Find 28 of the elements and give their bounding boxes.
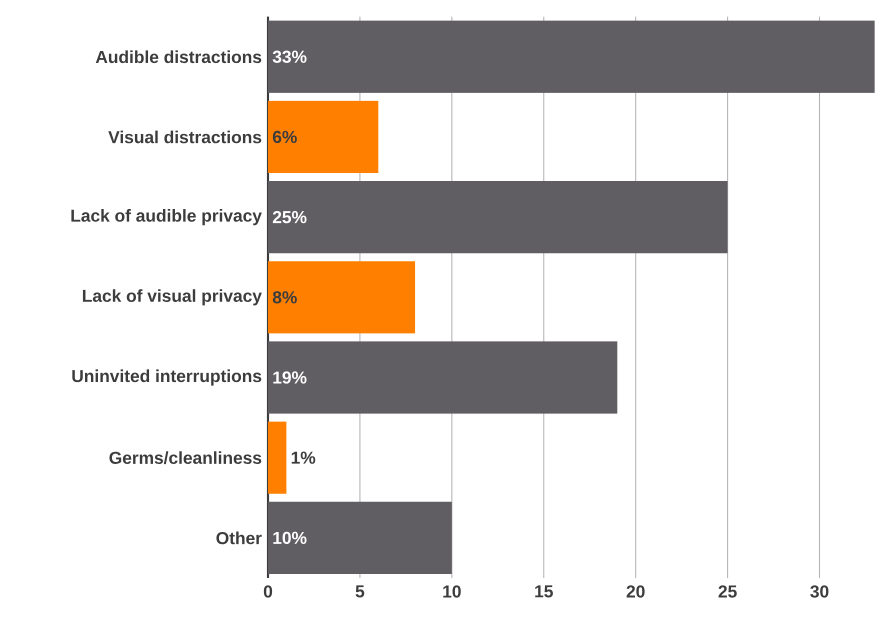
y-tick-label: Lack of audible privacy xyxy=(71,209,262,226)
x-tick-label: 25 xyxy=(718,585,737,598)
y-tick-label: Audible distractions xyxy=(96,50,262,64)
bar xyxy=(268,422,286,494)
bar xyxy=(268,181,728,254)
x-tick-label: 0 xyxy=(264,585,272,598)
data-label: 10% xyxy=(273,532,306,544)
bar xyxy=(268,20,875,93)
x-tick-label: 10 xyxy=(443,585,461,598)
x-tick-label: 15 xyxy=(535,585,553,598)
bar xyxy=(268,502,452,574)
y-tick-label: Other xyxy=(216,532,262,544)
data-label: 19% xyxy=(273,371,306,384)
x-tick-label: 20 xyxy=(626,585,645,598)
bar xyxy=(268,100,378,174)
bar xyxy=(268,261,416,334)
data-label: 33% xyxy=(272,50,306,63)
x-tick-label: 5 xyxy=(356,585,364,598)
y-tick-label: Germs/cleanliness xyxy=(109,451,262,464)
data-label: 8% xyxy=(272,291,297,304)
data-label: 1% xyxy=(292,452,316,464)
data-label: 25% xyxy=(272,211,306,224)
y-tick-label: Lack of visual privacy xyxy=(82,289,262,306)
data-label: 6% xyxy=(272,130,297,144)
bar xyxy=(268,341,618,414)
x-tick-label: 30 xyxy=(810,585,828,598)
y-tick-label: Uninvited interruptions xyxy=(72,369,262,386)
y-tick-label: Visual distractions xyxy=(108,130,262,144)
